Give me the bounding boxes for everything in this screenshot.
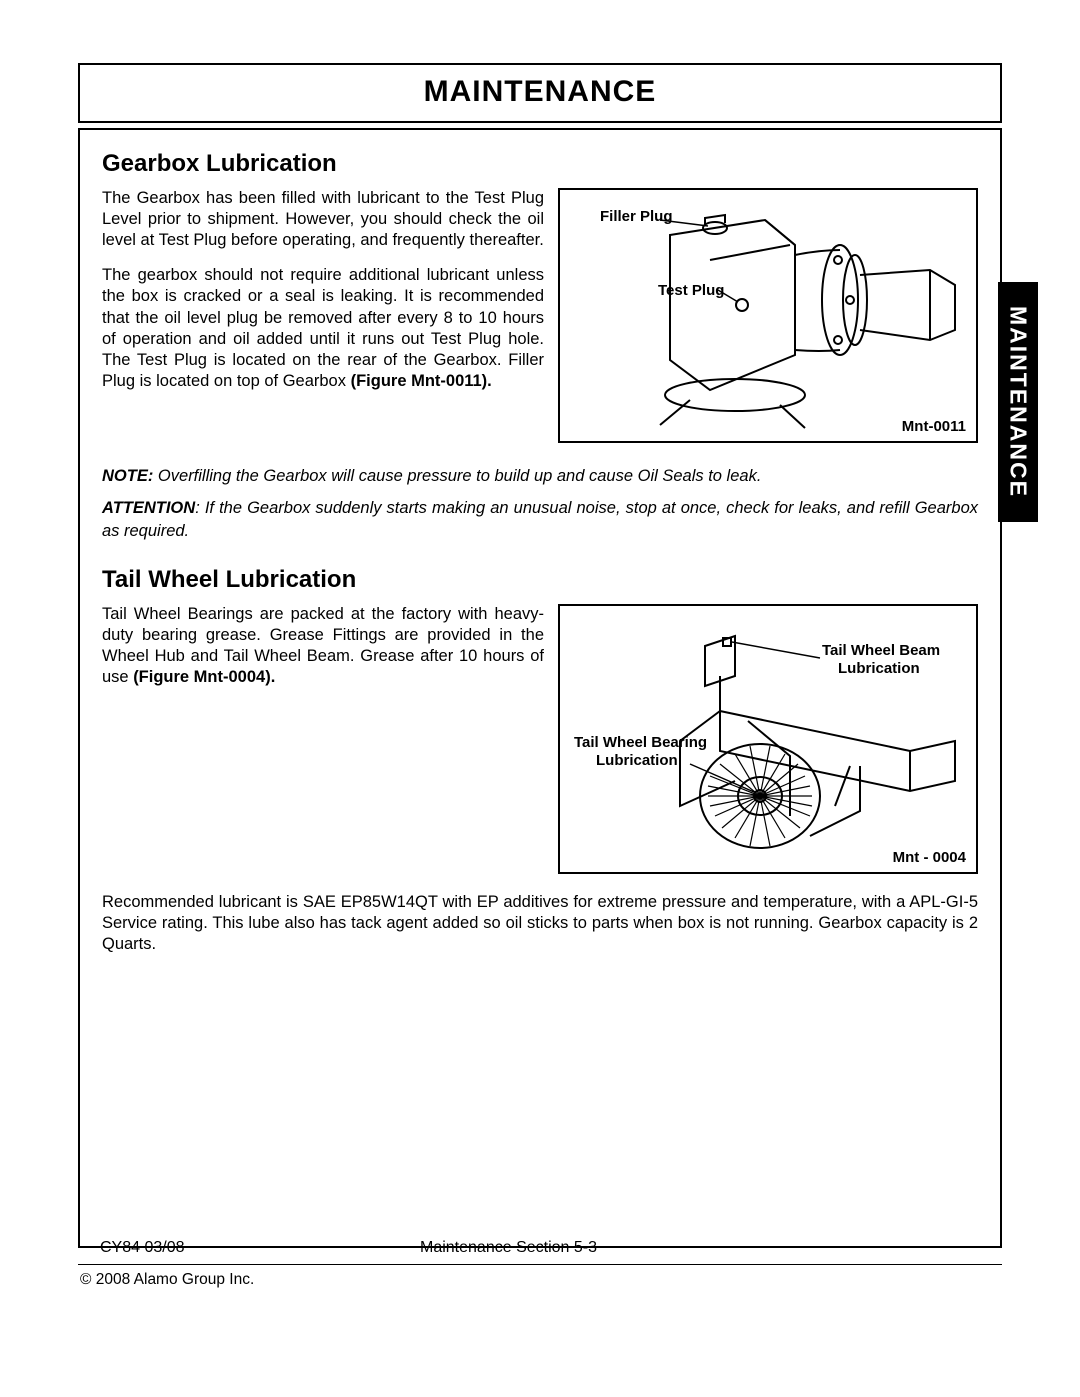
page-title: MAINTENANCE: [80, 65, 1000, 121]
footer-doc-code: CY84 03/08: [100, 1239, 360, 1257]
figure-id-0011: Mnt-0011: [902, 418, 966, 435]
label-tail-wheel-beam-1: Tail Wheel Beam: [822, 642, 940, 659]
label-tail-wheel-bearing-1: Tail Wheel Bearing: [574, 734, 707, 751]
section1-para2: The gearbox should not require additiona…: [102, 265, 544, 392]
page-footer: CY84 03/08 Maintenance Section 5-3: [100, 1239, 980, 1257]
recommended-lubricant: Recommended lubricant is SAE EP85W14QT w…: [102, 892, 978, 955]
note-text: Overfilling the Gearbox will cause press…: [153, 467, 761, 485]
header-border: MAINTENANCE: [78, 63, 1002, 123]
section2-para1: Tail Wheel Bearings are packed at the fa…: [102, 604, 544, 688]
section1-text-column: The Gearbox has been filled with lubrica…: [102, 188, 544, 443]
footer-rule: [78, 1264, 1002, 1265]
attention-text: : If the Gearbox suddenly starts making …: [102, 499, 978, 539]
section1-row: The Gearbox has been filled with lubrica…: [102, 188, 978, 443]
heading-gearbox-lubrication: Gearbox Lubrication: [102, 150, 978, 178]
figure-mnt-0004: Tail Wheel Beam Lubrication Tail Wheel B…: [558, 604, 978, 874]
note-lead: NOTE:: [102, 467, 153, 485]
side-tab-maintenance: MAINTENANCE: [998, 282, 1038, 522]
label-tail-wheel-bearing-2: Lubrication: [596, 752, 678, 769]
content-box: Gearbox Lubrication The Gearbox has been…: [78, 128, 1002, 1248]
gearbox-illustration: [560, 190, 980, 445]
section2-figure-ref: (Figure Mnt-0004).: [133, 668, 275, 686]
note-overfilling: NOTE: Overfilling the Gearbox will cause…: [102, 465, 978, 487]
label-tail-wheel-beam-2: Lubrication: [838, 660, 920, 677]
attention-lead: ATTENTION: [102, 499, 195, 517]
section1-para1: The Gearbox has been filled with lubrica…: [102, 188, 544, 251]
footer-section: Maintenance Section 5-3: [360, 1239, 980, 1257]
section1-figure-ref: (Figure Mnt-0011).: [351, 372, 492, 390]
attention-noise: ATTENTION: If the Gearbox suddenly start…: [102, 497, 978, 542]
label-test-plug: Test Plug: [658, 282, 724, 299]
figure-mnt-0011: Filler Plug Test Plug Mnt-0011: [558, 188, 978, 443]
label-filler-plug: Filler Plug: [600, 208, 673, 225]
figure-id-0004: Mnt - 0004: [893, 849, 966, 866]
section2-row: Tail Wheel Bearings are packed at the fa…: [102, 604, 978, 874]
section2-text-column: Tail Wheel Bearings are packed at the fa…: [102, 604, 544, 874]
copyright-line: © 2008 Alamo Group Inc.: [80, 1271, 254, 1289]
heading-tail-wheel-lubrication: Tail Wheel Lubrication: [102, 566, 978, 594]
